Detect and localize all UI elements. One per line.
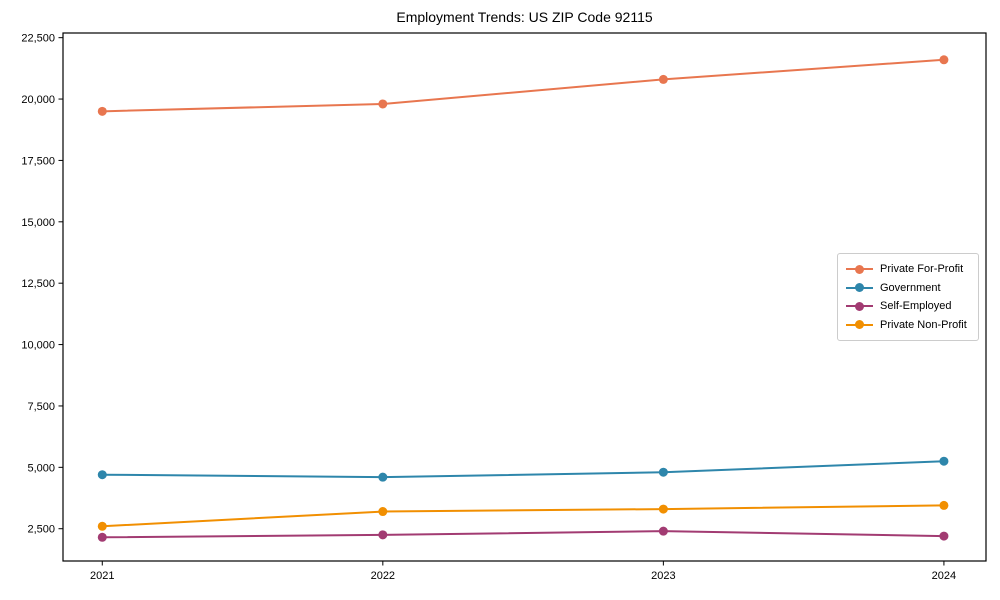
legend: Private For-Profit Government Self-Emplo… [837,253,979,341]
x-tick-label: 2022 [371,570,395,582]
legend-label: Private For-Profit [880,263,964,276]
chart-title: Employment Trends: US ZIP Code 92115 [396,9,653,25]
data-point-marker [939,500,949,510]
data-point-marker [939,456,949,466]
x-tick-label: 2021 [90,570,114,582]
legend-label: Government [880,281,941,294]
data-point-marker [658,74,668,84]
legend-label: Self-Employed [880,300,952,313]
series-line-1 [102,460,944,479]
data-point-marker [658,467,668,477]
data-point-marker [658,504,668,514]
data-point-marker [378,507,388,517]
y-tick-label: 5,000 [27,462,55,474]
data-point-marker [378,99,388,109]
data-point-marker [378,472,388,482]
series-line-2 [102,530,944,539]
series-line-0 [102,58,944,113]
x-tick-label: 2024 [932,570,956,582]
legend-marker-icon [855,264,864,274]
data-point-marker [378,530,388,540]
legend-item: Private Non-Profit [846,316,970,335]
data-point-marker [97,470,107,480]
data-point-marker [658,526,668,536]
legend-marker-icon [855,283,864,293]
y-tick-label: 15,000 [21,217,55,229]
legend-line-sample [846,301,873,311]
y-tick-label: 20,000 [21,94,55,106]
legend-label: Private Non-Profit [880,318,967,331]
y-tick-label: 2,500 [27,524,55,536]
legend-line-sample [846,320,873,330]
y-tick-label: 7,500 [27,401,55,413]
data-point-marker [97,106,107,116]
y-tick-label: 22,500 [21,33,55,45]
legend-marker-icon [855,320,864,330]
data-point-marker [939,531,949,541]
data-point-marker [97,532,107,542]
series-line-3 [102,504,944,528]
plot-frame [62,32,987,562]
y-tick-label: 10,000 [21,340,55,352]
legend-marker-icon [855,301,864,311]
legend-line-sample [846,283,873,293]
legend-item: Government [846,279,970,298]
y-tick-label: 17,500 [21,155,55,167]
y-tick-label: 12,500 [21,278,55,290]
data-point-marker [97,521,107,531]
x-tick-label: 2023 [651,570,675,582]
legend-item: Self-Employed [846,297,970,316]
data-point-marker [939,55,949,65]
legend-line-sample [846,264,873,274]
legend-item: Private For-Profit [846,260,970,279]
